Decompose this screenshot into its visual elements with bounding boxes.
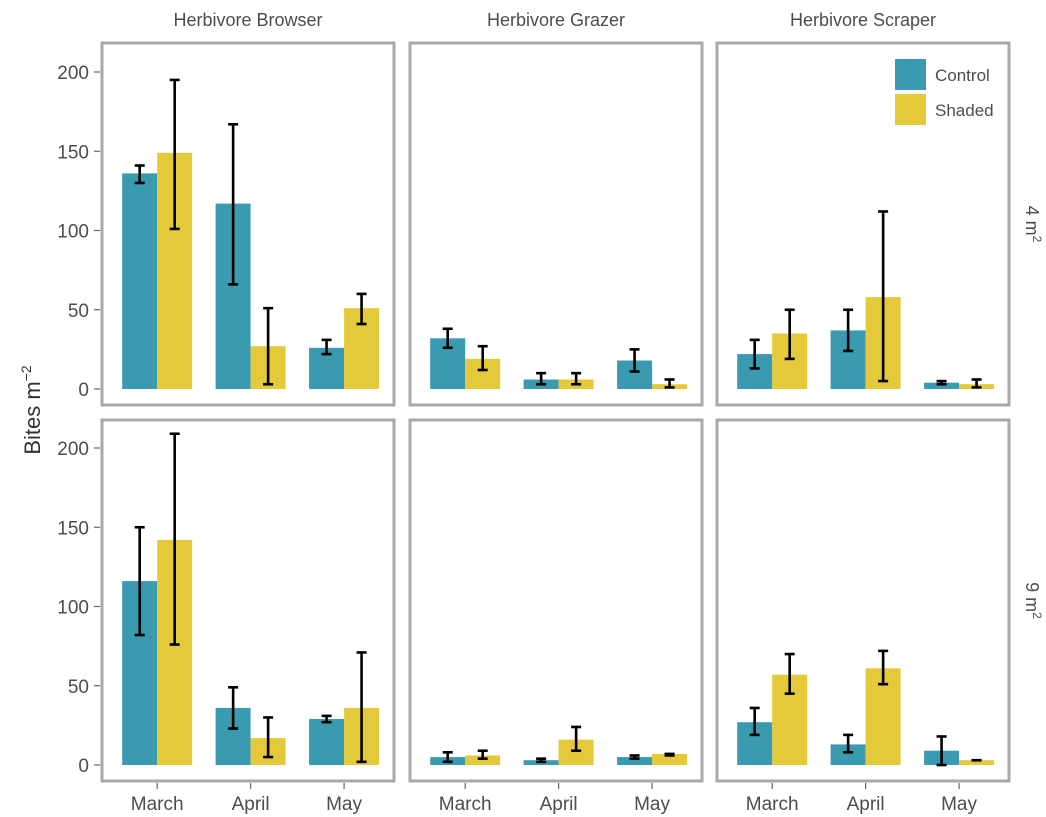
y-tick-label: 0: [78, 756, 89, 777]
error-bar-shaded-march: [477, 749, 488, 760]
error-bar-shaded-april: [263, 306, 274, 386]
error-bar-control-april: [228, 123, 239, 286]
error-bar-control-may: [321, 338, 332, 356]
y-tick-label: 0: [78, 380, 89, 401]
error-bar-shaded-may: [664, 752, 675, 757]
bar-shaded-may: [959, 760, 995, 765]
x-tick-label: April: [232, 794, 270, 815]
error-bar-control-march: [442, 327, 453, 350]
bar-shaded-march: [465, 755, 501, 765]
error-bar-control-april: [536, 371, 547, 386]
panel-border: [408, 418, 704, 783]
row-strip-label: 4 m2: [1022, 206, 1044, 243]
y-tick-label: 200: [57, 63, 89, 84]
facet-strips: Herbivore Browser Herbivore Grazer Herbivo…: [173, 10, 1044, 619]
error-bar-shaded-april: [263, 716, 274, 759]
error-bar-shaded-may: [356, 292, 367, 326]
error-bar-shaded-april: [571, 725, 582, 753]
y-axis: 0 50 100 150 200 0 50 100 150 200: [57, 63, 100, 777]
legend-label: Shaded: [935, 101, 994, 120]
error-bar-shaded-march: [784, 652, 795, 695]
legend-label: Control: [935, 66, 990, 85]
bar-control-march: [122, 173, 158, 389]
legend-item-control: Control: [895, 59, 990, 90]
error-bar-shaded-april: [878, 210, 889, 383]
error-bar-shaded-march: [784, 308, 795, 361]
error-bar-control-march: [442, 751, 453, 764]
panel-border: [715, 41, 1011, 407]
error-bar-shaded-april: [878, 649, 889, 686]
legend-item-shaded: Shaded: [895, 94, 994, 125]
error-bar-control-march: [749, 706, 760, 737]
y-tick-label: 50: [68, 677, 89, 698]
error-bar-control-may: [629, 348, 640, 373]
col-strip-label: Herbivore Browser: [173, 10, 322, 30]
error-bar-control-may: [936, 379, 947, 386]
x-tick-label: May: [326, 794, 362, 815]
panel-border: [100, 418, 396, 783]
x-tick-label: May: [634, 794, 670, 815]
panels-layer: [100, 41, 1011, 783]
x-tick-label: May: [941, 794, 977, 815]
error-bar-shaded-march: [169, 78, 180, 231]
error-bar-control-may: [629, 754, 640, 760]
panel-border: [715, 418, 1011, 783]
legend-swatch: [895, 59, 926, 90]
error-bar-control-may: [321, 714, 332, 724]
row-strip-label: 9 m2: [1022, 582, 1044, 619]
legend-swatch: [895, 94, 926, 125]
col-strip-label: Herbivore Grazer: [487, 10, 625, 30]
error-bar-shaded-may: [664, 378, 675, 389]
x-tick-label: March: [439, 794, 492, 815]
bar-control-april: [830, 744, 866, 765]
error-bar-shaded-march: [477, 344, 488, 372]
bar-control-may: [309, 719, 345, 765]
panel-border: [408, 41, 704, 407]
y-axis-title: Bites m−2: [18, 365, 45, 455]
x-axis: March April May March April May March April May: [131, 783, 978, 815]
panel-0-1: [408, 41, 704, 407]
y-tick-label: 150: [57, 518, 89, 539]
panel-1-0: [100, 418, 396, 783]
y-tick-label: 200: [57, 439, 89, 460]
panel-0-0: [100, 41, 396, 407]
panel-0-2: [715, 41, 1011, 407]
error-bar-control-april: [843, 308, 854, 353]
y-tick-label: 100: [57, 222, 89, 243]
x-tick-label: March: [746, 794, 799, 815]
legend: Control Shaded: [895, 59, 994, 125]
error-bar-control-march: [134, 525, 145, 637]
error-bar-control-april: [843, 733, 854, 754]
error-bar-shaded-march: [169, 432, 180, 646]
panel-1-1: [408, 418, 704, 783]
y-tick-label: 50: [68, 301, 89, 322]
bar-control-may: [924, 382, 960, 389]
x-tick-label: March: [131, 794, 184, 815]
bar-shaded-may: [652, 753, 688, 765]
error-bar-control-march: [749, 338, 760, 370]
y-tick-label: 150: [57, 142, 89, 163]
error-bar-shaded-may: [971, 378, 982, 389]
error-bar-control-april: [228, 686, 239, 730]
panel-1-2: [715, 418, 1011, 783]
error-bar-control-april: [536, 757, 547, 764]
col-strip-label: Herbivore Scraper: [790, 10, 936, 30]
x-tick-label: April: [847, 794, 885, 815]
error-bar-control-march: [134, 164, 145, 185]
error-bar-control-may: [936, 735, 947, 767]
error-bar-shaded-april: [571, 371, 582, 386]
x-tick-label: April: [540, 794, 578, 815]
panel-border: [100, 41, 396, 407]
error-bar-shaded-may: [356, 651, 367, 764]
y-tick-label: 100: [57, 598, 89, 619]
bar-control-may: [617, 757, 653, 765]
